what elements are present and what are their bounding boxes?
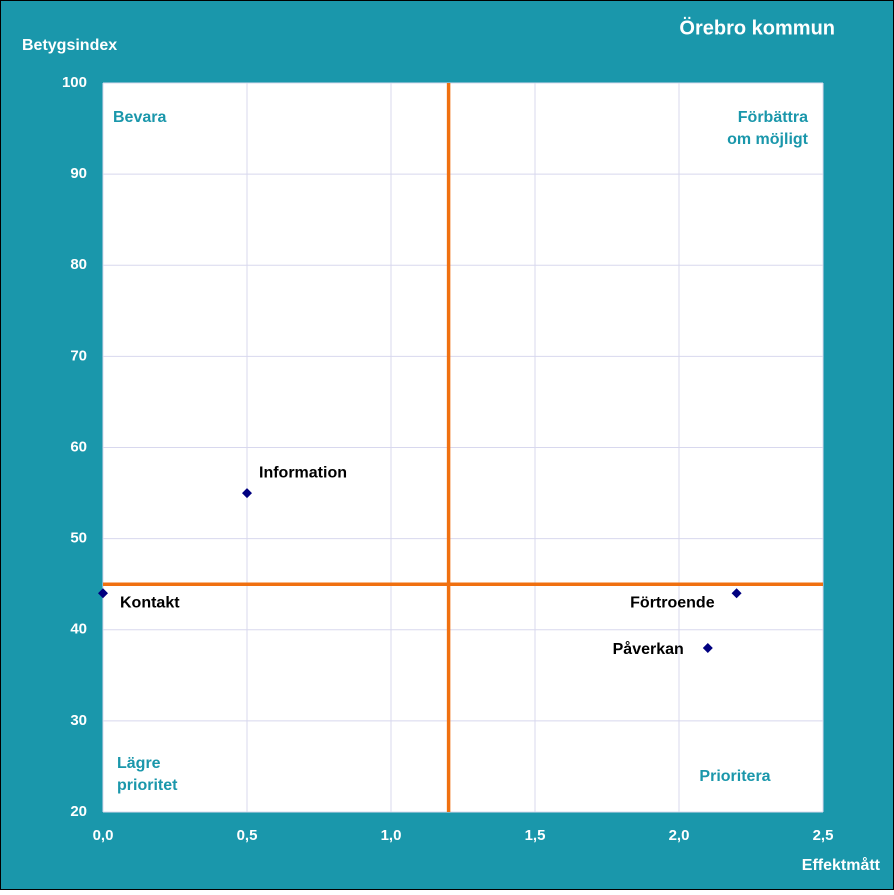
y-tick-label: 90 <box>70 165 87 182</box>
x-tick-label: 2,0 <box>669 827 690 844</box>
point-label: Information <box>259 464 347 481</box>
x-tick-label: 0,0 <box>93 827 114 844</box>
quadrant-label: Lägre <box>117 755 161 772</box>
quadrant-label: Förbättra <box>738 109 808 126</box>
x-tick-label: 2,5 <box>813 827 834 844</box>
y-tick-label: 80 <box>70 256 87 273</box>
quadrant-label: om möjligt <box>727 131 809 148</box>
point-label: Förtroende <box>630 595 715 612</box>
y-tick-label: 30 <box>70 712 87 729</box>
point <box>731 588 742 599</box>
y-tick-label: 60 <box>70 438 87 455</box>
x-tick-label: 1,5 <box>525 827 546 844</box>
point <box>98 588 108 599</box>
y-tick-label: 70 <box>70 347 87 364</box>
quadrant-label: prioritet <box>117 777 178 794</box>
y-axis-label: Betygsindex <box>22 37 117 54</box>
point <box>242 488 252 499</box>
y-tick-label: 20 <box>70 803 87 820</box>
point-label: Kontakt <box>120 595 180 612</box>
y-tick-label: 40 <box>70 621 87 638</box>
y-tick-label: 100 <box>62 74 87 91</box>
point-label: Påverkan <box>613 640 684 658</box>
point <box>702 642 713 653</box>
quadrant-label: Bevara <box>113 109 166 126</box>
x-tick-label: 1,0 <box>381 827 402 844</box>
chart-title: Örebro kommun <box>679 16 835 39</box>
x-axis-label: Effektmått <box>802 856 881 874</box>
y-tick-label: 50 <box>70 530 87 547</box>
quadrant-label: Prioritera <box>699 768 770 785</box>
x-tick-label: 0,5 <box>237 827 258 844</box>
